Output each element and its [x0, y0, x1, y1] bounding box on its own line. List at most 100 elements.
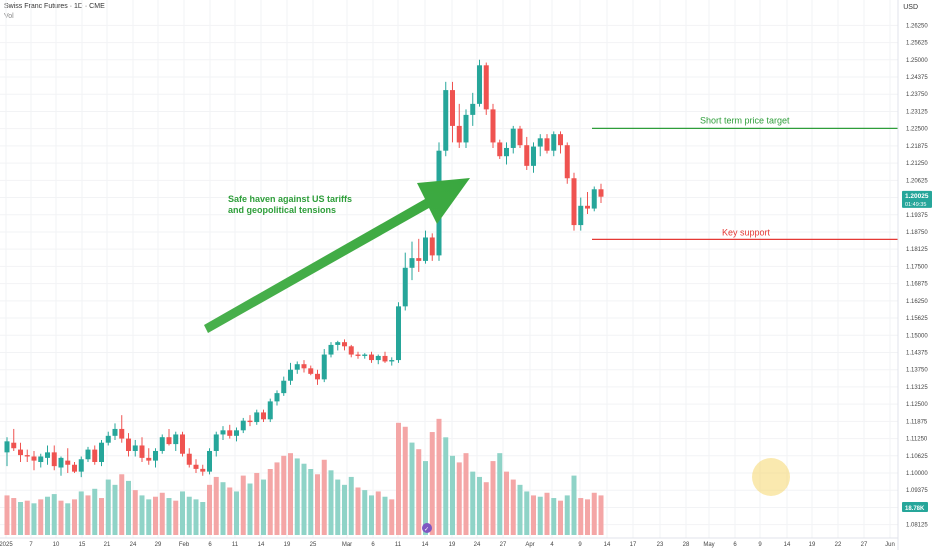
candle: [180, 431, 185, 457]
candle: [382, 351, 388, 363]
candle: [45, 445, 50, 465]
volume-bar: [537, 496, 543, 535]
y-tick-label: 1.18750: [906, 230, 928, 236]
candle: [200, 464, 206, 476]
x-tick-label: May: [703, 542, 714, 548]
x-tick-label: 22: [835, 542, 842, 548]
candle: [551, 131, 557, 157]
x-tick-label: 19: [809, 542, 816, 548]
candle: [24, 449, 30, 462]
y-tick-label: 1.22500: [906, 127, 928, 133]
x-tick-label: 6: [208, 542, 212, 548]
y-tick-label: 1.11875: [906, 419, 928, 425]
y-tick-label: 1.16875: [906, 282, 928, 288]
x-tick-label: 11: [395, 542, 402, 548]
volume-bar: [301, 463, 307, 535]
candle: [193, 459, 199, 474]
volume-bar: [544, 492, 550, 535]
candle: [429, 233, 435, 261]
x-tick-label: 19: [449, 542, 456, 548]
volume-bar: [200, 502, 206, 535]
candle: [463, 109, 469, 148]
y-tick-label: 1.20625: [906, 178, 928, 184]
candle: [159, 434, 165, 454]
candle: [571, 172, 577, 231]
candle: [315, 369, 320, 385]
candle: [274, 390, 280, 406]
volume-bar: [396, 422, 401, 535]
x-tick-label: 21: [104, 542, 111, 548]
candle: [126, 433, 131, 457]
candle: [510, 125, 516, 154]
candle: [166, 428, 172, 446]
volume-bar: [4, 495, 10, 535]
volume-bar: [510, 479, 516, 535]
candle: [220, 426, 226, 440]
x-tick-label: 14: [604, 542, 611, 548]
volume-bar: [423, 461, 428, 535]
event-marker[interactable]: ✓: [422, 523, 432, 533]
volume-bar: [247, 483, 253, 535]
volume-bar: [227, 487, 233, 535]
candle: [328, 342, 334, 358]
x-tick-label: 27: [861, 542, 868, 548]
x-tick-label: 24: [130, 542, 137, 548]
volume-bar: [139, 495, 145, 535]
candle: [369, 351, 374, 363]
candle: [470, 92, 476, 126]
y-tick-label: 1.18125: [906, 247, 928, 253]
candle: [497, 139, 503, 159]
candle: [544, 134, 550, 154]
volume-bar: [51, 494, 57, 535]
last-price-badge: 1.20025 01:49:35: [902, 190, 932, 208]
volume-bar: [409, 442, 415, 535]
time-axis[interactable]: 2025 7 10 15 21 24 29 Feb 6 11 14 19 25 Mar 6 11 14 19 24 2…: [0, 542, 895, 548]
volume-bar: [220, 482, 226, 535]
candle: [578, 197, 584, 231]
volume-bar: [153, 496, 158, 535]
candle: [585, 192, 590, 215]
volume-bar: [180, 491, 185, 535]
volume-bar: [429, 432, 435, 535]
volume-bar: [38, 499, 44, 535]
volume-bar: [261, 479, 266, 535]
volume-bar: [456, 462, 462, 535]
candle: [450, 81, 455, 143]
y-tick-label: 1.15625: [906, 316, 928, 322]
volume-bar: [450, 455, 455, 535]
candle: [598, 183, 604, 204]
candle: [490, 103, 496, 148]
volume-label: Vol: [4, 13, 14, 20]
volume-bar: [558, 500, 563, 535]
candle: [443, 81, 449, 157]
x-tick-label: Mar: [342, 542, 352, 548]
x-tick-label: Feb: [179, 542, 190, 548]
y-tick-label: 1.10000: [906, 471, 928, 477]
candle: [389, 357, 395, 366]
volume-bar: [24, 500, 30, 535]
candle: [267, 398, 273, 423]
volume-bar: [58, 500, 64, 535]
last-volume: 18.78K: [905, 506, 925, 512]
x-tick-label: 2025: [0, 542, 13, 548]
candle: [11, 428, 17, 451]
price-axis[interactable]: 1.26250 1.25625 1.25000 1.24375 1.23750 1.231…: [906, 23, 928, 528]
candle: [105, 431, 111, 446]
y-tick-label: 1.10625: [906, 454, 928, 460]
y-tick-label: 1.26250: [906, 23, 928, 29]
volume-bar: [11, 498, 17, 535]
volume-bar: [470, 471, 476, 535]
volume-bar: [281, 455, 287, 535]
candle: [254, 409, 260, 425]
volume-bar: [342, 484, 347, 535]
candle: [409, 241, 415, 281]
candle: [477, 59, 482, 107]
candle: [402, 252, 408, 311]
volume-bar: [288, 453, 293, 535]
candle: [99, 439, 104, 467]
x-tick-label: 6: [371, 542, 375, 548]
volume-bar: [328, 470, 334, 535]
y-tick-label: 1.24375: [906, 75, 928, 81]
candle: [281, 376, 287, 396]
